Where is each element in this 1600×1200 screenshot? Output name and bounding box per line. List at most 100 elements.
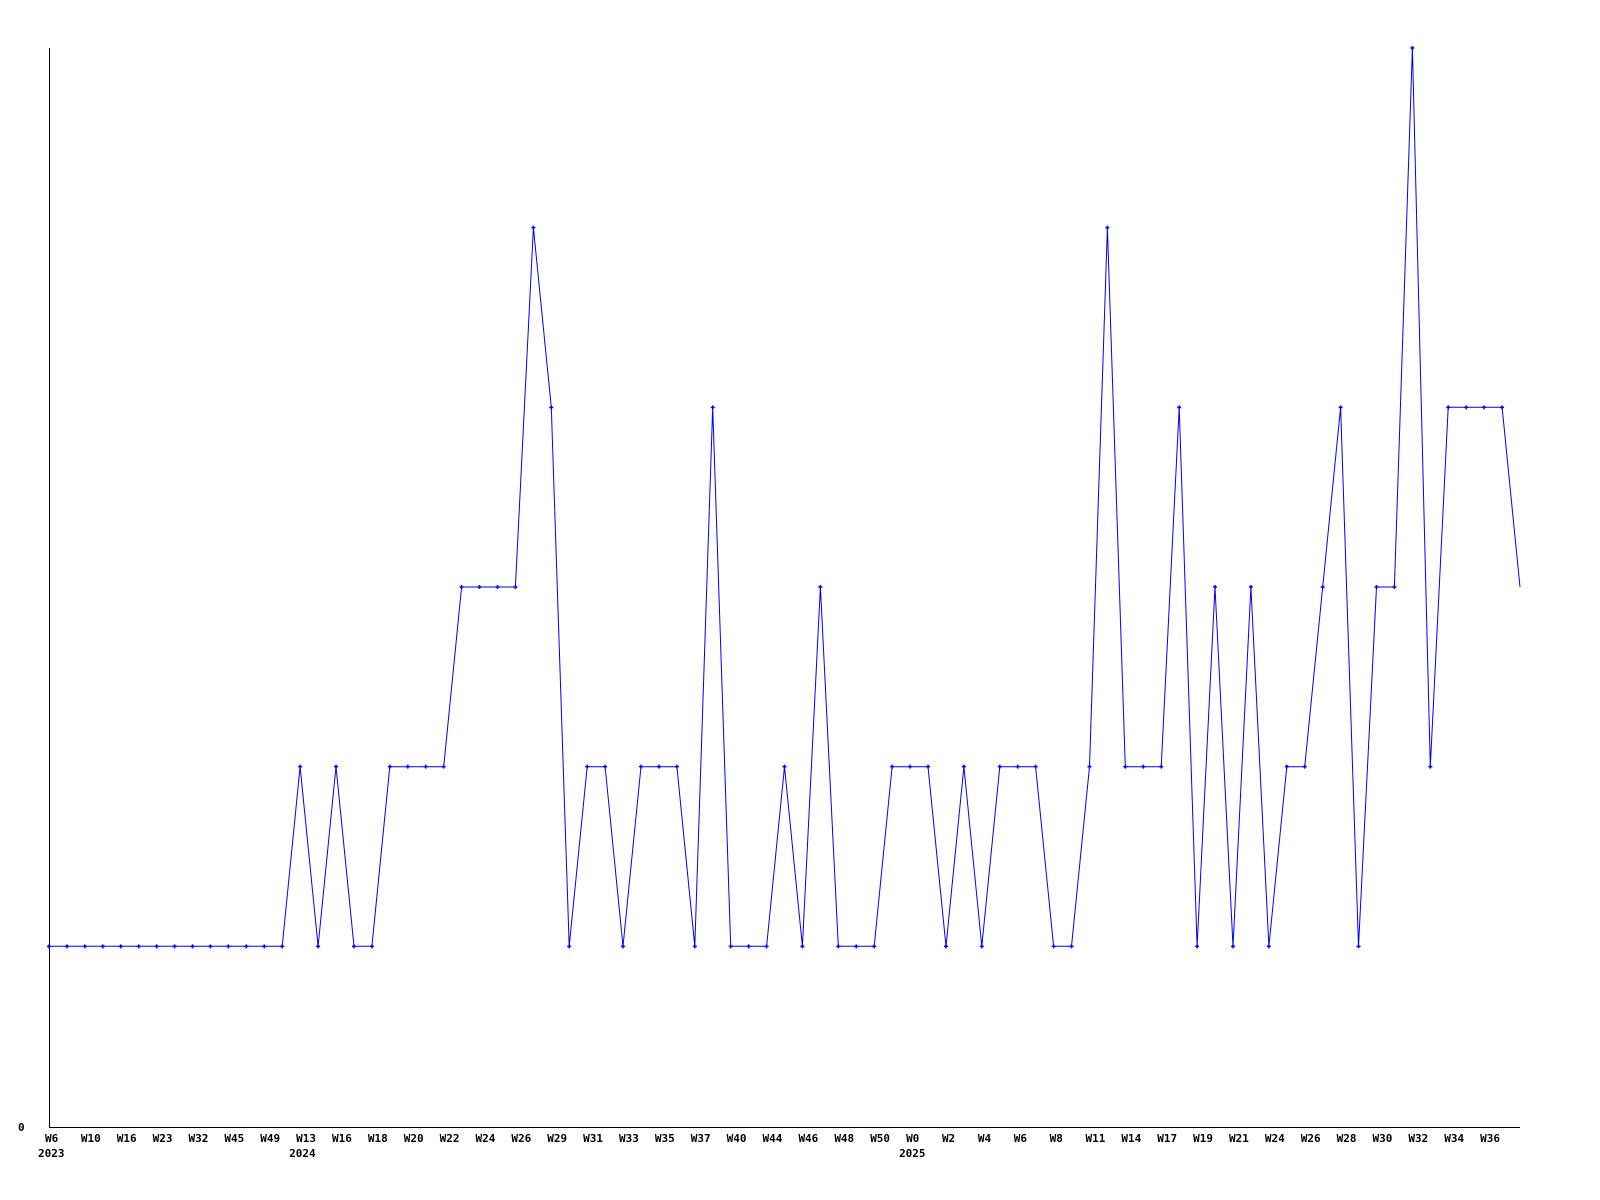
x-tick-label: W11 [1085, 1132, 1105, 1145]
x-tick-label: W18 [368, 1132, 388, 1145]
x-tick-label: W26 [511, 1132, 531, 1145]
x-tick-label: W29 [547, 1132, 567, 1145]
x-tick-label: W24 [476, 1132, 496, 1145]
data-point [979, 944, 984, 949]
data-point [369, 944, 374, 949]
data-point [1464, 405, 1469, 410]
data-point [818, 585, 823, 589]
data-point [656, 764, 661, 769]
data-point [692, 944, 697, 949]
x-tick-label: W17 [1157, 1132, 1177, 1145]
data-point [136, 944, 141, 949]
data-point [710, 405, 715, 410]
x-tick-label: W19 [1193, 1132, 1213, 1145]
data-point [1248, 585, 1253, 589]
data-point [926, 764, 931, 769]
data-point [854, 944, 859, 949]
x-tick-label: W32 [1408, 1132, 1428, 1145]
data-point [1230, 944, 1235, 949]
data-point [531, 225, 536, 230]
data-point [800, 944, 805, 949]
data-point [638, 764, 643, 769]
data-point [603, 764, 608, 769]
year-label: 2023 [38, 1147, 65, 1160]
x-tick-label: W2 [942, 1132, 955, 1145]
data-point [746, 944, 751, 949]
data-point [674, 764, 679, 769]
x-tick-label: W16 [332, 1132, 352, 1145]
data-point [1015, 764, 1020, 769]
data-point [316, 944, 321, 949]
data-point [1482, 405, 1487, 410]
x-tick-label: W21 [1229, 1132, 1249, 1145]
x-tick-label: W30 [1372, 1132, 1392, 1145]
x-tick-label: W0 [906, 1132, 919, 1145]
data-point [64, 944, 69, 949]
data-point [298, 764, 303, 769]
x-tick-label: W23 [153, 1132, 173, 1145]
data-point [872, 944, 877, 949]
x-tick-label: W36 [1480, 1132, 1500, 1145]
x-tick-label: W6 [45, 1132, 59, 1145]
series-line [49, 47, 1521, 947]
x-tick-label: W6 [1014, 1132, 1028, 1145]
data-point [585, 764, 590, 769]
data-point [208, 944, 213, 949]
data-point [351, 944, 356, 949]
x-tick-label: W37 [691, 1132, 711, 1145]
x-tick-label: W40 [727, 1132, 747, 1145]
data-point [47, 944, 51, 949]
data-point [943, 944, 948, 949]
y-tick-label: 0 [18, 1121, 25, 1134]
data-point [441, 764, 446, 769]
data-point [1410, 46, 1415, 50]
data-point [477, 585, 482, 589]
x-tick-label: W49 [260, 1132, 280, 1145]
data-point [262, 944, 267, 949]
data-point [495, 585, 500, 589]
x-tick-label: W32 [189, 1132, 209, 1145]
x-tick-label: W8 [1050, 1132, 1063, 1145]
data-point [1284, 764, 1289, 769]
x-tick-label: W46 [798, 1132, 818, 1145]
data-point [908, 764, 913, 769]
x-tick-label: W35 [655, 1132, 675, 1145]
data-point [1195, 944, 1200, 949]
data-point [1374, 585, 1379, 589]
data-point [226, 944, 231, 949]
data-point [118, 944, 123, 949]
data-point [387, 764, 392, 769]
data-point [280, 944, 285, 949]
x-tick-label: W33 [619, 1132, 639, 1145]
data-point [728, 944, 733, 949]
x-tick-label: W26 [1301, 1132, 1321, 1145]
data-point [1123, 764, 1128, 769]
x-tick-label: W10 [81, 1132, 101, 1145]
data-point [567, 944, 572, 949]
x-tick-label: W4 [978, 1132, 992, 1145]
data-point [782, 764, 787, 769]
data-point [1500, 405, 1505, 410]
year-label: 2025 [899, 1147, 926, 1160]
data-point [1338, 405, 1343, 410]
x-tick-label: W44 [763, 1132, 783, 1145]
data-point [1356, 944, 1361, 949]
data-point [1320, 585, 1325, 589]
x-tick-label: W20 [404, 1132, 424, 1145]
data-point [997, 764, 1002, 769]
data-point [1033, 764, 1038, 769]
data-point [1446, 405, 1451, 410]
data-point [1213, 585, 1218, 589]
x-tick-label: W24 [1265, 1132, 1285, 1145]
data-point [100, 944, 105, 949]
year-label: 2024 [289, 1147, 316, 1160]
data-point [890, 764, 895, 769]
x-tick-label: W31 [583, 1132, 603, 1145]
x-tick-label: W14 [1121, 1132, 1141, 1145]
data-point [1266, 944, 1271, 949]
data-point [513, 585, 518, 589]
x-tick-label: W28 [1337, 1132, 1357, 1145]
data-point [1159, 764, 1164, 769]
data-point [1069, 944, 1074, 949]
